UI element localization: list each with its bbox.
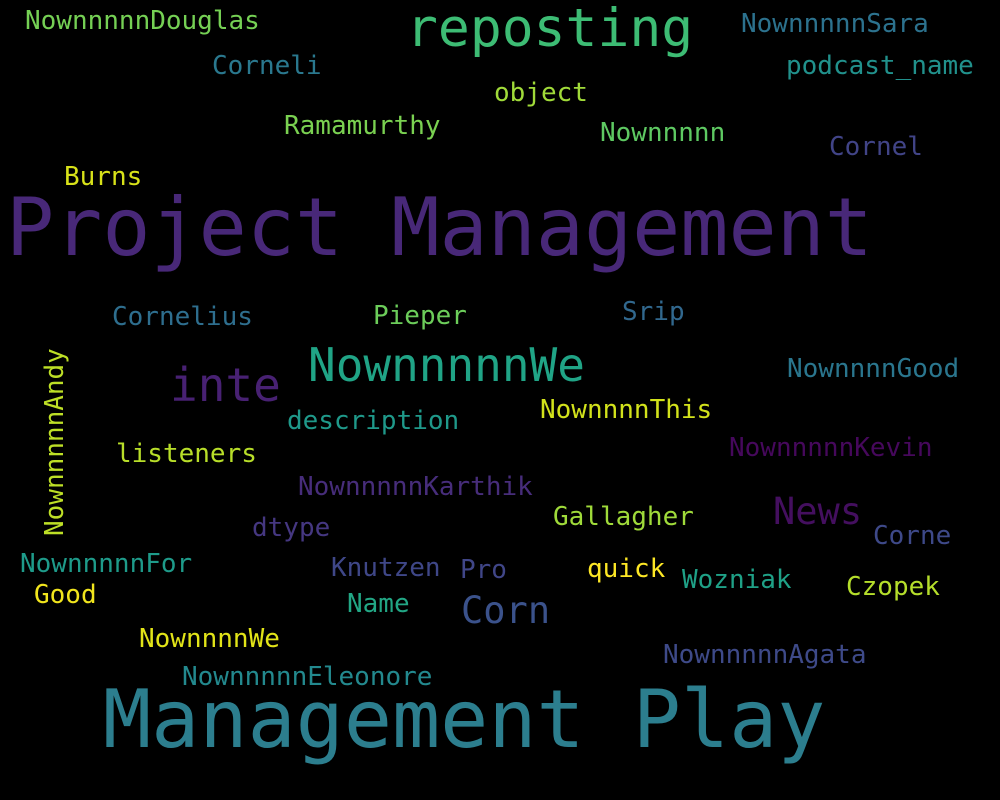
word-corn: Corn xyxy=(461,589,551,632)
word-podcast-name: podcast_name xyxy=(786,51,974,81)
word-burns: Burns xyxy=(64,162,143,192)
word-corne: Corne xyxy=(873,521,952,551)
word-inte: inte xyxy=(170,358,281,412)
word-news: News xyxy=(773,490,863,533)
word-listeners: listeners xyxy=(116,439,257,469)
word-ramamurthy: Ramamurthy xyxy=(284,111,441,141)
word-object: object xyxy=(494,78,588,108)
word-nownnnnndouglas: NownnnnnDouglas xyxy=(25,6,260,36)
word-cornel: Cornel xyxy=(829,132,923,162)
word-management-play: Management Play xyxy=(103,673,826,766)
word-nownnnnnandy: NownnnnnAndy xyxy=(40,348,70,536)
word-czopek: Czopek xyxy=(846,572,940,602)
word-nownnnnneleonore: NownnnnnEleonore xyxy=(182,662,433,692)
word-nownnnnnkarthik: NownnnnnKarthik xyxy=(298,472,533,502)
word-pro: Pro xyxy=(460,555,507,585)
word-nownnnngood: NownnnnGood xyxy=(787,354,960,384)
word-good: Good xyxy=(34,580,97,610)
word-dtype: dtype xyxy=(252,513,331,543)
word-nownnnnn: Nownnnnn xyxy=(600,118,726,148)
word-nownnnnnkevin: NownnnnnKevin xyxy=(729,433,933,463)
word-description: description xyxy=(287,406,460,436)
word-nownnnnthis: NownnnnThis xyxy=(540,395,713,425)
word-wozniak: Wozniak xyxy=(682,565,792,595)
word-quick: quick xyxy=(587,554,666,584)
word-gallagher: Gallagher xyxy=(553,502,694,532)
word-nownnnnnfor: NownnnnnFor xyxy=(20,549,193,579)
word-project-management: Project Management xyxy=(6,181,873,274)
word-knutzen: Knutzen xyxy=(331,553,441,583)
word-nownnnnnagata: NownnnnnAgata xyxy=(663,640,867,670)
word-reposting: reposting xyxy=(406,0,694,59)
word-nownnnnwe: NownnnnWe xyxy=(139,624,280,654)
word-name: Name xyxy=(347,589,410,619)
word-corneli: Corneli xyxy=(212,51,322,81)
word-nownnnnnsara: NownnnnnSara xyxy=(741,9,929,39)
word-pieper: Pieper xyxy=(373,301,467,331)
word-srip: Srip xyxy=(622,297,685,327)
word-nownnnnnwe: NownnnnnWe xyxy=(308,338,585,392)
word-cornelius: Cornelius xyxy=(112,302,253,332)
